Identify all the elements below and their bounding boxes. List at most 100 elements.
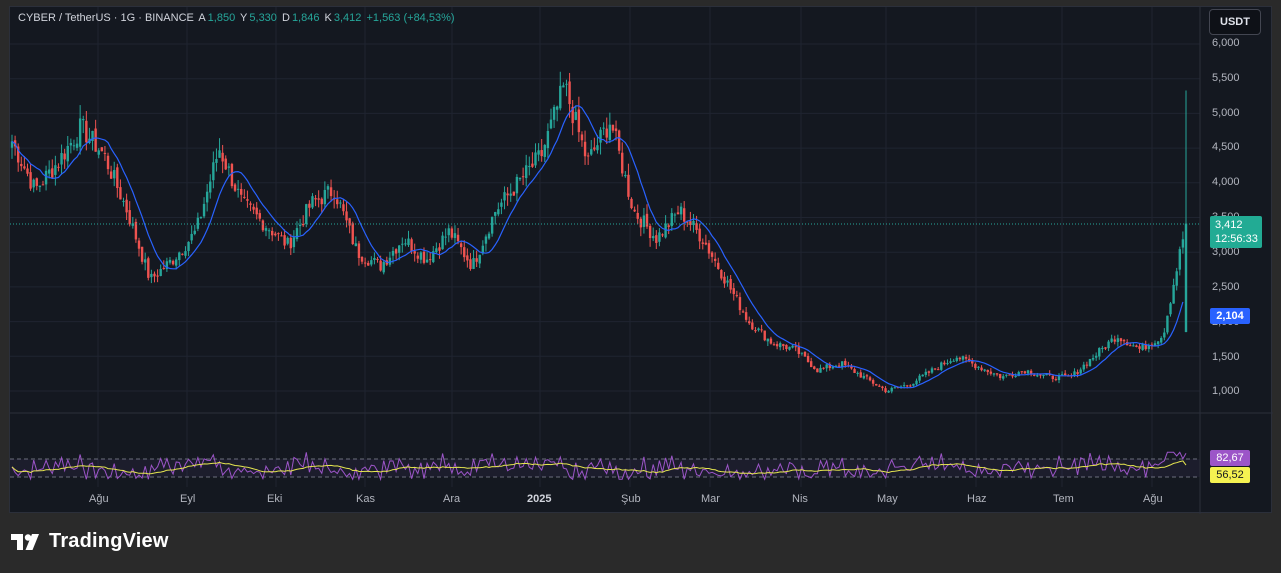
- candle-body: [785, 344, 788, 350]
- candle-body: [1135, 345, 1138, 347]
- candle-body: [85, 120, 88, 143]
- candle-body: [741, 311, 745, 313]
- candle-body: [1002, 376, 1005, 379]
- candle-body: [168, 259, 172, 263]
- candle-body: [348, 218, 351, 226]
- chart-canvas[interactable]: [10, 7, 1273, 514]
- candle-body: [1098, 348, 1101, 357]
- candle-body: [360, 256, 364, 262]
- candle-body: [311, 196, 314, 208]
- candle-body: [933, 368, 937, 370]
- close-value: 3,412: [333, 12, 362, 24]
- currency-button[interactable]: USDT: [1209, 9, 1261, 35]
- candle-body: [710, 252, 714, 257]
- candle-body: [772, 344, 776, 346]
- candle-body: [599, 129, 602, 143]
- candle-body: [868, 377, 872, 381]
- candle-body: [342, 204, 345, 212]
- candle-body: [1054, 379, 1058, 381]
- candle-body: [788, 346, 791, 350]
- candle-body: [500, 202, 503, 207]
- open-value: 1,850: [207, 12, 236, 24]
- candle-body: [1008, 374, 1011, 376]
- candle-body: [1119, 338, 1123, 342]
- candle-body: [1138, 346, 1141, 349]
- symbol-title: CYBER / TetherUS · 1G · BINANCE: [18, 12, 194, 24]
- candle-body: [246, 199, 249, 201]
- candle-body: [958, 357, 962, 360]
- candle-body: [20, 163, 23, 167]
- high-value: 5,330: [249, 12, 277, 24]
- candle-body: [314, 198, 317, 200]
- candle-body: [484, 236, 488, 244]
- candle-body: [1172, 284, 1175, 304]
- candle-body: [543, 145, 546, 157]
- candle-body: [298, 224, 302, 227]
- candle-body: [487, 233, 491, 239]
- candle-body: [912, 383, 915, 386]
- candle-body: [562, 85, 565, 88]
- candle-body: [1045, 374, 1048, 376]
- candle-body: [679, 206, 683, 215]
- x-tick-label: Ara: [443, 493, 461, 505]
- candle-body: [153, 273, 156, 277]
- candle-body: [494, 212, 497, 216]
- candle-body: [713, 258, 717, 261]
- candle-body: [881, 386, 884, 389]
- candle-body: [608, 124, 612, 140]
- candle-body: [1122, 340, 1126, 342]
- candle-body: [233, 184, 237, 191]
- candle-body: [658, 232, 661, 242]
- candle-body: [376, 259, 379, 261]
- candle-body: [1079, 369, 1082, 374]
- symbol-legend: CYBER / TetherUS · 1G · BINANCE A 1,850 Y…: [18, 12, 457, 24]
- candle-body: [552, 106, 556, 120]
- candle-body: [174, 259, 178, 266]
- candle-body: [525, 165, 528, 179]
- rsi-line: [11, 451, 1187, 482]
- candle-body: [875, 383, 878, 386]
- candle-body: [871, 380, 875, 384]
- candle-body: [614, 128, 618, 132]
- candle-body: [1116, 338, 1120, 343]
- candle-body: [320, 198, 323, 205]
- candle-body: [63, 153, 66, 160]
- y-tick-label: 1,500: [1212, 351, 1240, 363]
- candle-body: [1076, 372, 1079, 375]
- candle-body: [738, 297, 742, 311]
- candle-body: [915, 380, 918, 385]
- chart-panel[interactable]: CYBER / TetherUS · 1G · BINANCE A 1,850 Y…: [9, 6, 1273, 514]
- candle-body: [521, 176, 525, 178]
- candle-body: [178, 252, 181, 261]
- candle-body: [924, 371, 927, 375]
- candle-body: [717, 262, 720, 269]
- candle-body: [181, 253, 184, 255]
- candle-body: [992, 373, 996, 375]
- candle-body: [704, 242, 708, 245]
- candle-body: [317, 198, 320, 200]
- candle-body: [574, 111, 577, 120]
- candle-body: [887, 390, 890, 393]
- candle-body: [1036, 375, 1039, 377]
- candle-body: [199, 217, 203, 219]
- candle-body: [401, 243, 404, 245]
- candle-body: [103, 152, 107, 154]
- tradingview-brand[interactable]: TradingView: [11, 530, 169, 553]
- x-tick-label: Eyl: [180, 493, 196, 505]
- candle-body: [791, 345, 794, 348]
- candle-body: [809, 361, 813, 368]
- candle-body: [264, 228, 268, 231]
- candle-body: [1020, 371, 1024, 373]
- candle-body: [760, 329, 763, 331]
- candle-body: [472, 258, 475, 269]
- candle-body: [744, 312, 748, 320]
- candle-body: [128, 210, 131, 225]
- candle-body: [106, 155, 110, 170]
- candle-body: [1160, 338, 1163, 343]
- candle-body: [509, 193, 512, 196]
- candle-body: [388, 257, 392, 265]
- candle-body: [367, 262, 370, 266]
- candle-body: [51, 168, 54, 178]
- candle-body: [1029, 370, 1033, 375]
- candle-body: [345, 211, 348, 221]
